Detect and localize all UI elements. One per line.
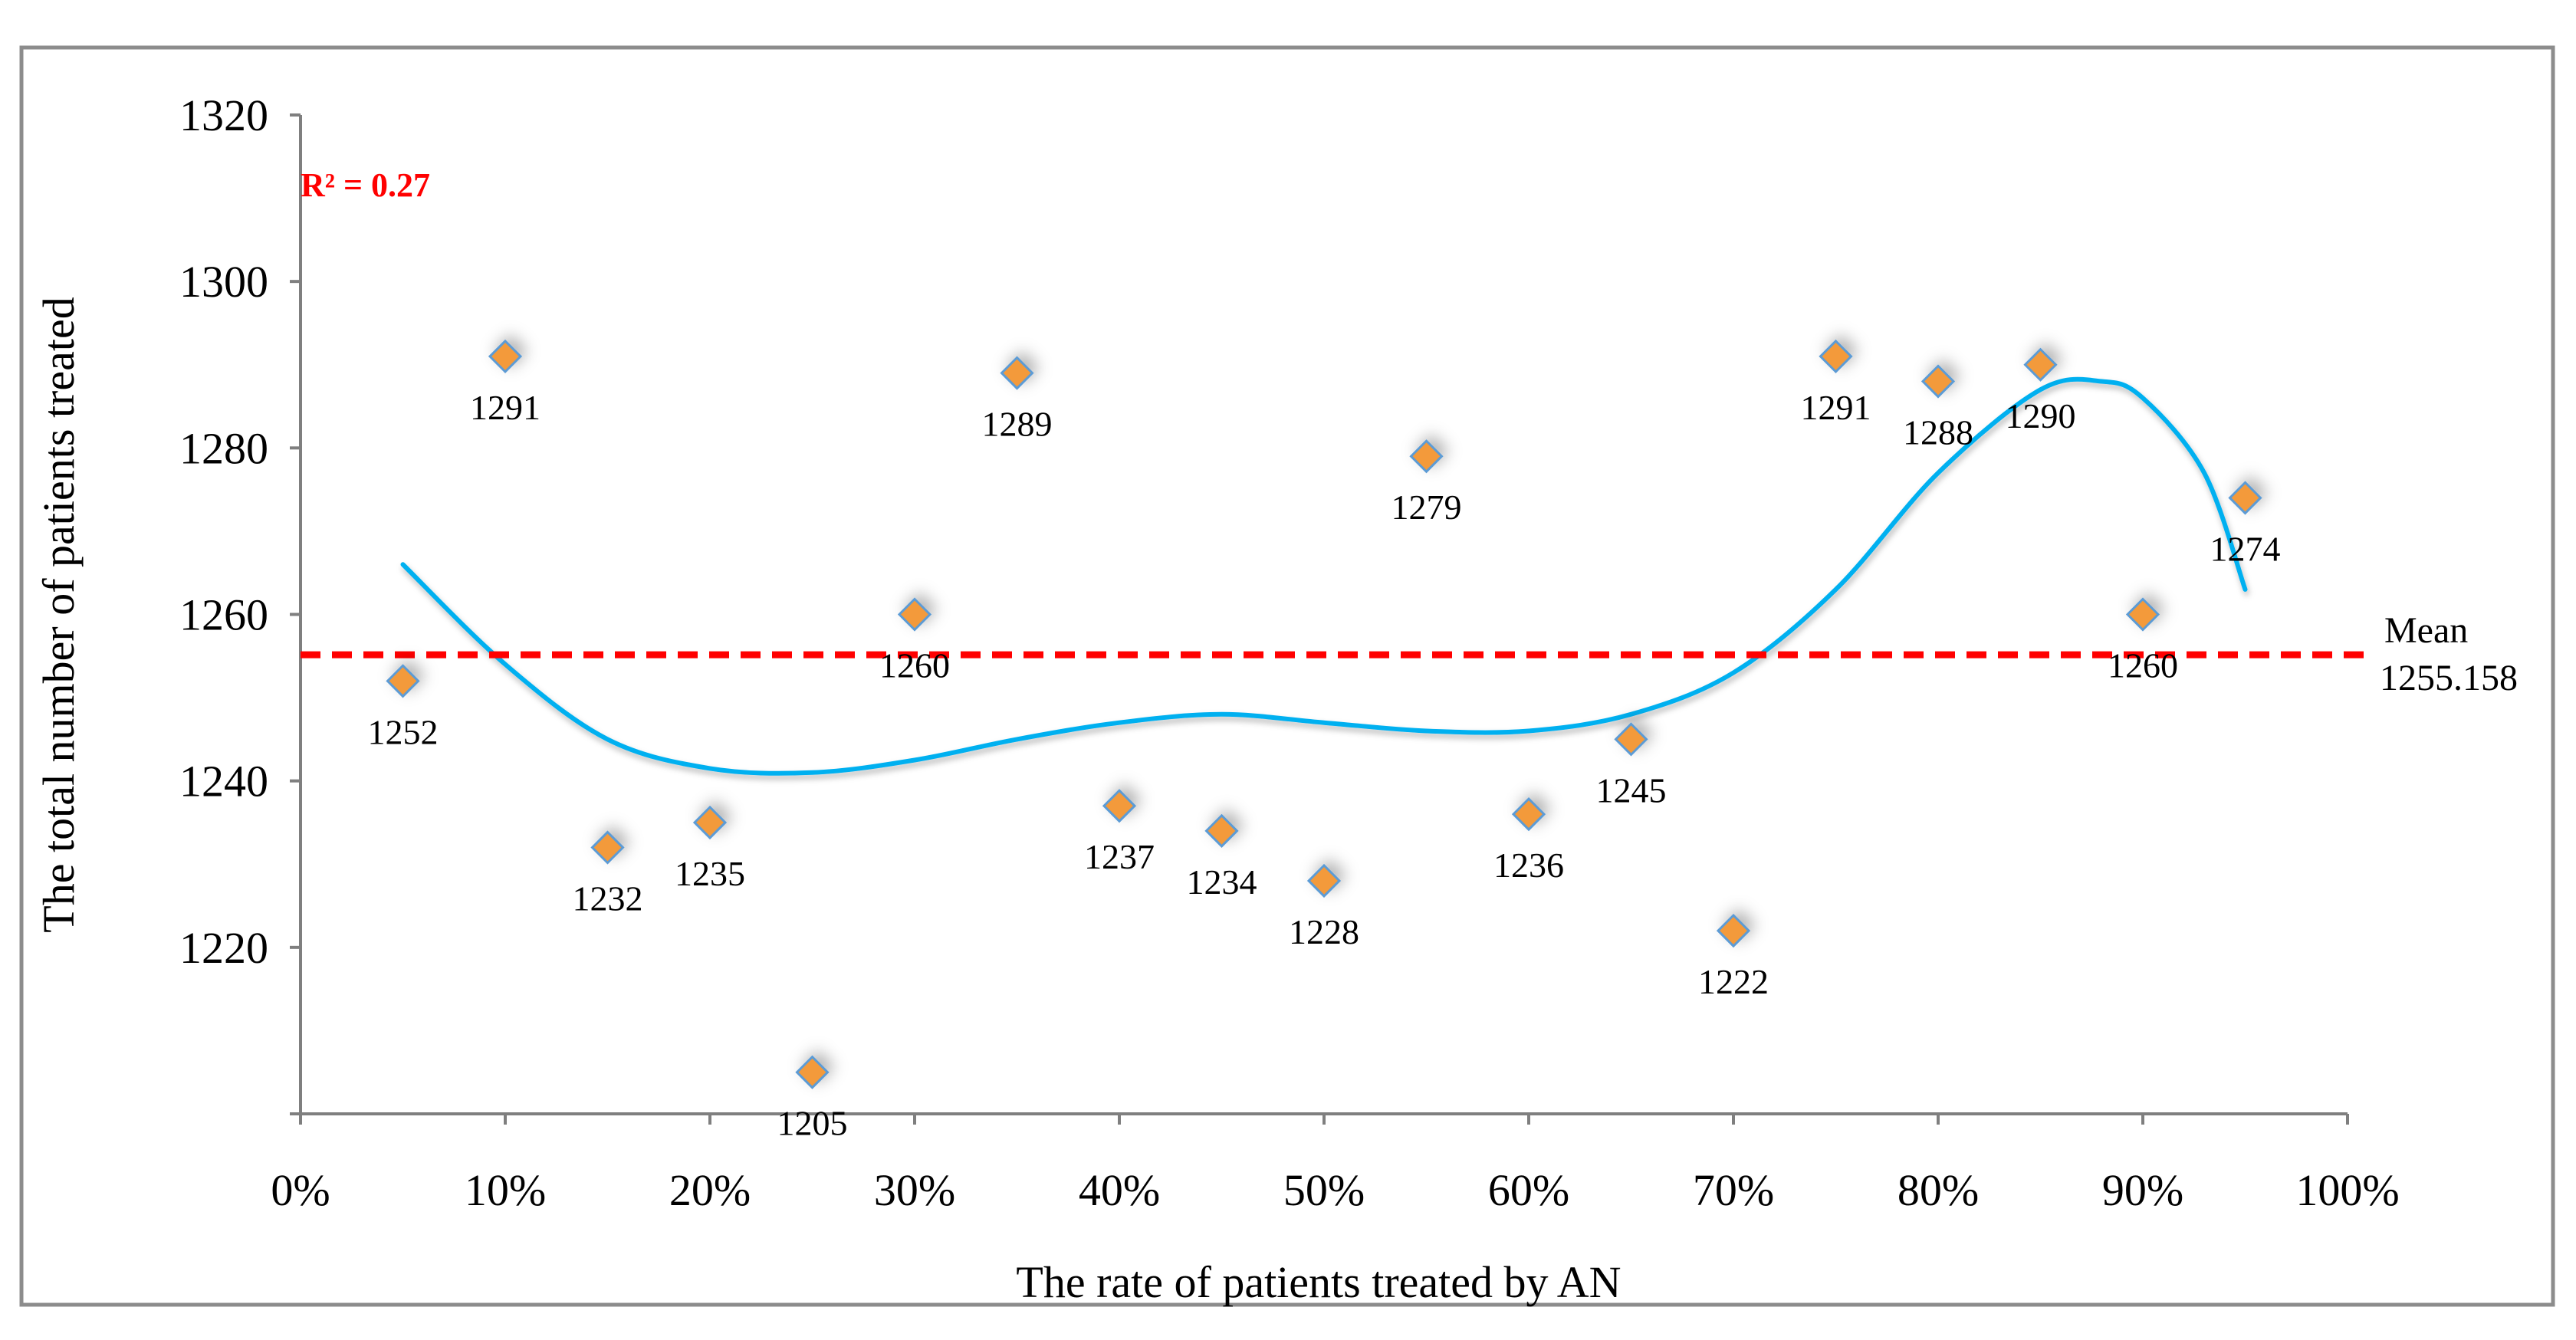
trendline <box>400 376 2248 776</box>
data-label: 1279 <box>1392 488 1462 527</box>
data-point <box>1204 813 1239 848</box>
y-tick-label: 1260 <box>179 590 268 640</box>
data-point <box>1306 863 1342 898</box>
data-label: 1291 <box>470 388 540 427</box>
x-tick-label: 40% <box>1079 1165 1160 1215</box>
trendline-layer <box>400 376 2248 776</box>
data-label: 1205 <box>777 1104 848 1143</box>
data-point <box>1000 356 1034 390</box>
data-point <box>2023 347 2058 382</box>
x-tick-label: 0% <box>271 1165 330 1215</box>
data-label: 1232 <box>573 879 643 918</box>
axes: 1220 1240 1260 1280 1300 1320 0% 10% 20% 30% 40% 50… <box>179 90 2400 1215</box>
data-label: 1290 <box>2006 396 2076 435</box>
r-squared-annotation: R² = 0.27 <box>301 166 430 204</box>
x-tick-label: 90% <box>2102 1165 2183 1215</box>
data-point <box>795 1055 830 1089</box>
x-tick-label: 50% <box>1283 1165 1365 1215</box>
data-label: 1237 <box>1084 837 1155 876</box>
x-tick-label: 100% <box>2295 1165 2399 1215</box>
data-point <box>590 830 625 865</box>
data-point <box>1409 439 1444 474</box>
data-label: 1291 <box>1801 388 1871 427</box>
points-layer <box>386 339 2262 1089</box>
data-point <box>1102 789 1137 823</box>
data-label: 1236 <box>1493 846 1564 885</box>
data-label: 1274 <box>2210 529 2281 568</box>
y-tick-label: 1280 <box>179 423 268 473</box>
data-point <box>386 664 420 698</box>
chart-frame <box>19 45 2555 1307</box>
x-tick-label: 20% <box>669 1165 751 1215</box>
x-tick-label: 60% <box>1488 1165 1569 1215</box>
x-tick-label: 80% <box>1898 1165 1979 1215</box>
data-point <box>1716 913 1751 948</box>
mean-label-value: 1255.158 <box>2380 658 2518 698</box>
data-label: 1252 <box>368 712 439 751</box>
data-point <box>488 339 523 374</box>
data-point <box>2125 597 2160 632</box>
data-point <box>2228 481 2262 515</box>
data-point <box>1921 364 1956 399</box>
x-tick-label: 30% <box>874 1165 955 1215</box>
data-point <box>1819 339 1853 374</box>
y-tick-label: 1240 <box>179 757 268 806</box>
data-label: 1222 <box>1698 962 1769 1001</box>
data-label: 1235 <box>675 854 745 893</box>
data-point <box>1614 722 1648 757</box>
data-label: 1234 <box>1187 862 1257 902</box>
x-tick-label: 70% <box>1693 1165 1774 1215</box>
y-tick-label: 1300 <box>179 257 268 307</box>
mean-label-title: Mean <box>2384 610 2468 651</box>
y-axis-title: The total number of patients treated <box>34 297 84 932</box>
data-label: 1289 <box>982 405 1053 444</box>
data-point <box>897 597 932 632</box>
data-label: 1228 <box>1289 912 1359 951</box>
data-label: 1245 <box>1596 770 1667 810</box>
data-label: 1260 <box>2108 646 2178 685</box>
x-axis-title: The rate of patients treated by AN <box>1016 1257 1621 1307</box>
y-tick-label: 1320 <box>179 90 268 140</box>
data-labels-layer: 1252 1291 1232 1235 1205 1260 1289 1237 1234 1228… <box>368 388 2281 1143</box>
data-label: 1260 <box>879 646 950 685</box>
x-tick-label: 10% <box>465 1165 546 1215</box>
y-tick-label: 1220 <box>179 923 268 973</box>
data-point <box>692 805 728 840</box>
data-label: 1288 <box>1903 412 1973 452</box>
data-point <box>1511 796 1546 832</box>
